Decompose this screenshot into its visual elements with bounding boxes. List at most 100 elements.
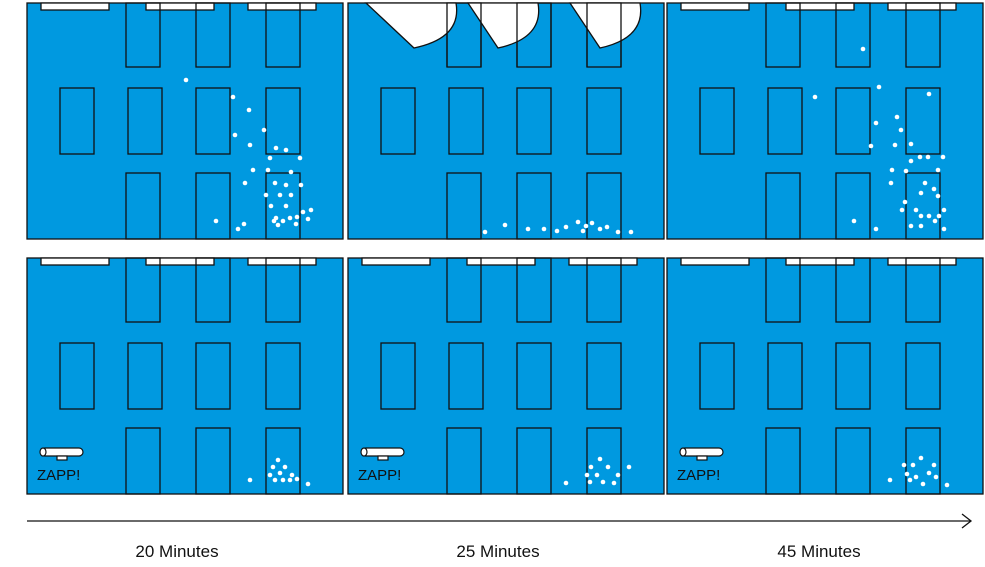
- aerosol-particle: [918, 190, 924, 196]
- time-label-45-minutes: 45 Minutes: [777, 542, 861, 561]
- aerosol-particle: [294, 214, 300, 220]
- window: [586, 87, 622, 155]
- aerosol-particle: [604, 224, 610, 230]
- aerosol-particle: [615, 229, 621, 235]
- aerosol-particle: [265, 167, 271, 173]
- aerosol-particle: [270, 464, 276, 470]
- zapp-label: ZAPP!: [677, 467, 720, 484]
- aerosol-particle: [247, 142, 253, 148]
- window: [125, 2, 161, 68]
- aerosol-particle: [887, 477, 893, 483]
- window: [905, 87, 941, 155]
- aerosol-particle: [898, 127, 904, 133]
- aerosol-particle: [230, 94, 236, 100]
- aerosol-particle: [933, 474, 939, 480]
- aerosol-particle: [273, 145, 279, 151]
- aerosol-particle: [289, 472, 295, 478]
- uv-lamp-mount: [377, 455, 389, 461]
- window: [767, 342, 803, 410]
- uv-lamp-icon: [361, 447, 405, 457]
- time-label-25-minutes: 25 Minutes: [456, 542, 540, 561]
- ceiling-fan-icon: [466, 2, 540, 49]
- aerosol-particle: [600, 479, 606, 485]
- aerosol-particle: [308, 207, 314, 213]
- aerosol-particle: [626, 464, 632, 470]
- ceiling-vent: [785, 257, 855, 266]
- aerosol-particle: [583, 223, 589, 229]
- aerosol-particle: [575, 219, 581, 225]
- door: [265, 427, 301, 495]
- window: [448, 87, 484, 155]
- aerosol-particle: [589, 220, 595, 226]
- window: [905, 2, 941, 68]
- room-panel: ZAPP!: [666, 257, 984, 495]
- window: [835, 257, 871, 323]
- aerosol-particle: [922, 180, 928, 186]
- aerosol-particle: [904, 471, 910, 477]
- aerosol-particle: [899, 207, 905, 213]
- window: [448, 342, 484, 410]
- ceiling-vent: [40, 2, 110, 11]
- aerosol-particle: [926, 470, 932, 476]
- door: [125, 427, 161, 495]
- aerosol-particle: [812, 94, 818, 100]
- door: [765, 427, 801, 495]
- aerosol-particle: [901, 462, 907, 468]
- aerosol-particle: [563, 224, 569, 230]
- aerosol-particle: [213, 218, 219, 224]
- window: [699, 87, 735, 155]
- aerosol-particle: [920, 481, 926, 487]
- aerosol-particle: [892, 142, 898, 148]
- room-panels: ZAPP! ZAPP! ZAPP!: [26, 2, 984, 495]
- door: [125, 172, 161, 240]
- aerosol-particle: [525, 226, 531, 232]
- window: [195, 257, 231, 323]
- door: [765, 172, 801, 240]
- room-background: [347, 257, 665, 495]
- aerosol-particle: [554, 228, 560, 234]
- aerosol-particle: [280, 218, 286, 224]
- aerosol-particle: [910, 462, 916, 468]
- aerosol-particle: [267, 472, 273, 478]
- ceiling-vent: [247, 257, 317, 266]
- window: [699, 342, 735, 410]
- timeline-arrow: [27, 513, 973, 529]
- window: [905, 257, 941, 323]
- window: [195, 2, 231, 68]
- window: [765, 257, 801, 323]
- ceiling-vent: [568, 257, 638, 266]
- window: [59, 342, 95, 410]
- door: [586, 427, 622, 495]
- aerosol-particle: [868, 143, 874, 149]
- aerosol-particle: [873, 120, 879, 126]
- room-panel: ZAPP!: [347, 257, 665, 495]
- uv-lamp-icon: [40, 447, 84, 457]
- window: [195, 87, 231, 155]
- aerosol-particle: [894, 114, 900, 120]
- door: [516, 427, 552, 495]
- door: [905, 172, 941, 240]
- ceiling-vent: [247, 2, 317, 11]
- uv-lamp-mount: [56, 455, 68, 461]
- aerosol-particle: [275, 222, 281, 228]
- aerosol-particle: [944, 482, 950, 488]
- room-background: [26, 2, 344, 240]
- aerosol-particle: [261, 127, 267, 133]
- aerosol-particle: [908, 141, 914, 147]
- room-panel: [26, 2, 344, 240]
- window: [835, 342, 871, 410]
- aerosol-particle: [287, 215, 293, 221]
- window: [586, 257, 622, 323]
- aerosol-particle: [287, 477, 293, 483]
- aerosol-particle: [541, 226, 547, 232]
- door: [516, 172, 552, 240]
- aerosol-particle: [597, 456, 603, 462]
- ceiling-vent: [785, 2, 855, 11]
- window: [516, 257, 552, 323]
- aerosol-particle: [263, 192, 269, 198]
- aerosol-particle: [935, 193, 941, 199]
- window: [127, 87, 163, 155]
- zapp-label: ZAPP!: [358, 467, 401, 484]
- aerosol-particle: [288, 192, 294, 198]
